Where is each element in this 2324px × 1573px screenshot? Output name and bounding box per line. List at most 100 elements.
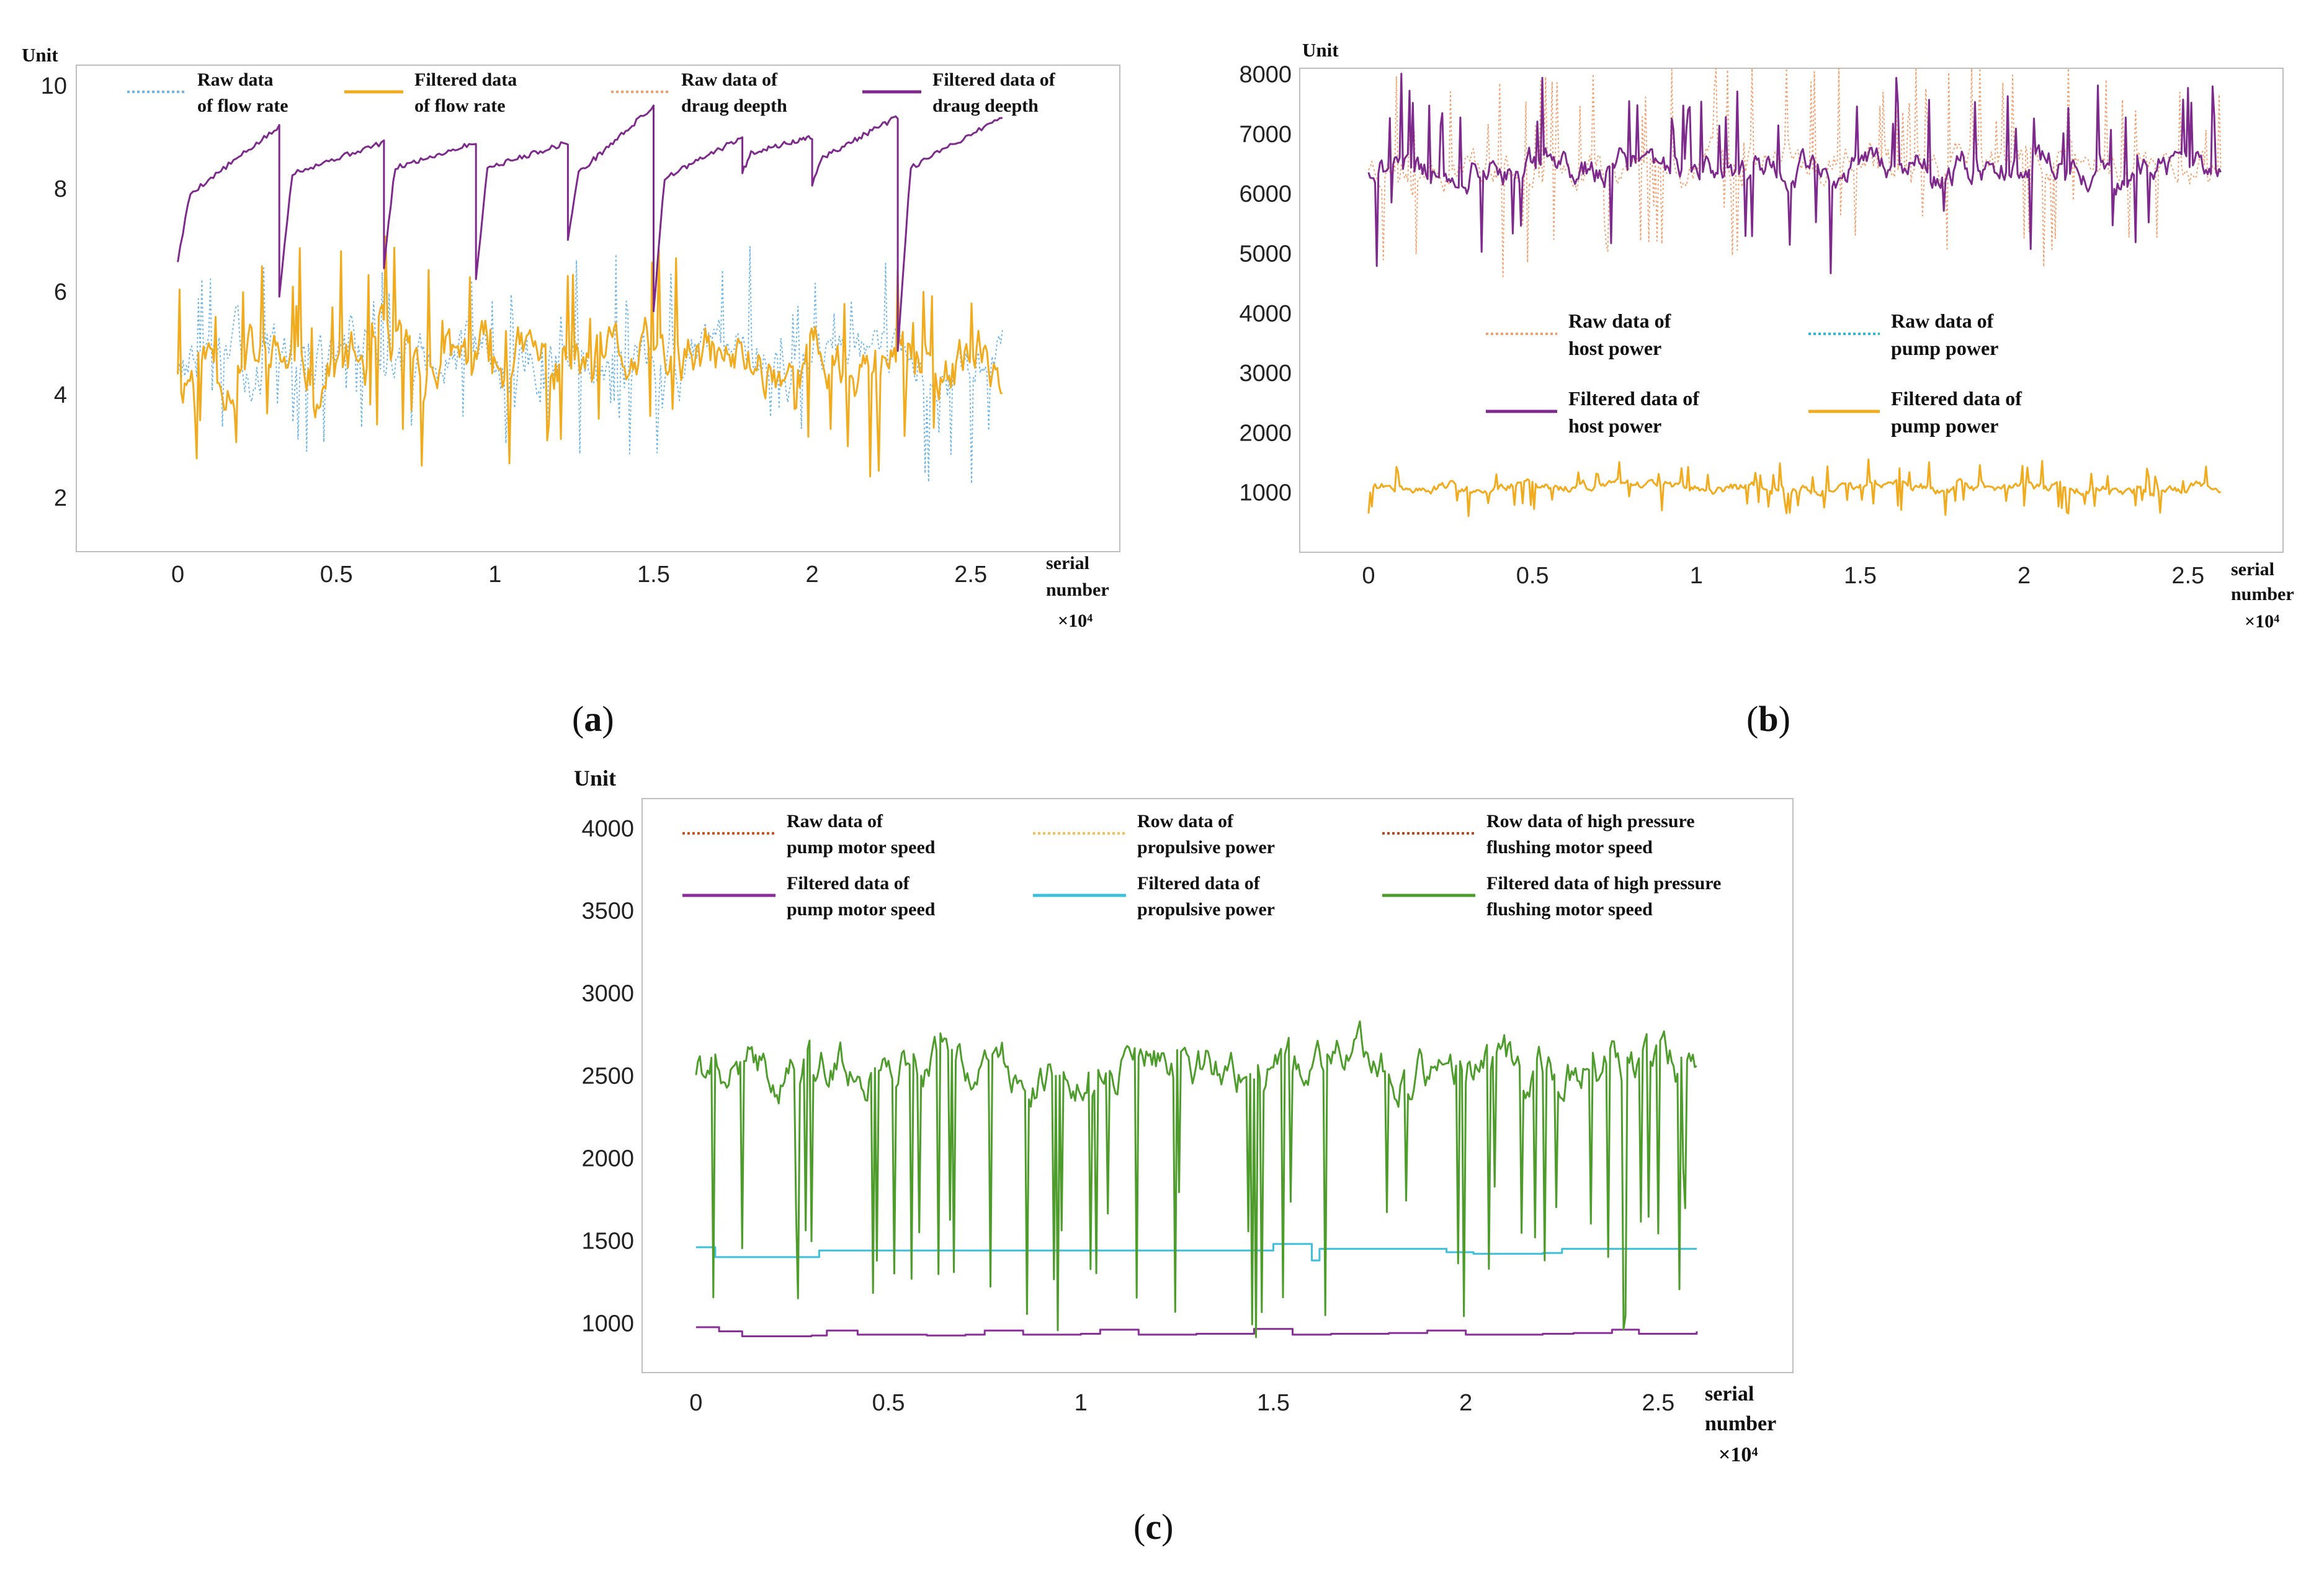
y-tick-label: 7000	[1239, 122, 1292, 148]
legend-label: of flow rate	[414, 96, 506, 116]
legend-item: Raw data of host power	[1486, 310, 1671, 359]
legend-label: Row data of	[1137, 811, 1234, 831]
x-axis-label-line1: serial	[1705, 1383, 1754, 1405]
panel-b: Unit Raw data of host power Raw data of pum…	[1239, 39, 2294, 739]
legend-item: Filtered data of draug deepth	[862, 69, 1056, 116]
plot-frame	[76, 65, 1120, 552]
legend-label: Raw data	[197, 69, 274, 90]
legend-label: flushing motor speed	[1486, 899, 1653, 920]
legend-label: of flow rate	[197, 96, 288, 116]
legend: Raw data of host power Raw data of pump pow…	[1486, 310, 2022, 437]
legend-label: pump motor speed	[787, 899, 936, 920]
series-line-filtered-data-of-propulsive-power	[695, 1243, 1697, 1262]
legend-label: Filtered data of	[1568, 387, 1699, 410]
x-tick-label: 2.5	[2171, 563, 2204, 589]
y-tick-label: 4	[54, 382, 67, 408]
legend-label: Raw data of	[681, 69, 778, 90]
x-tick-label: 1	[1075, 1390, 1088, 1416]
caption-letter: c	[1145, 1507, 1161, 1547]
y-tick-label: 2000	[1239, 420, 1292, 446]
legend-label: pump power	[1891, 415, 1998, 437]
x-tick-label: 1.5	[1844, 563, 1877, 589]
caption-c: (c)	[1133, 1507, 1173, 1547]
series-line-filtered-data-of-pump-motor-speed	[695, 1326, 1698, 1337]
legend-label: flushing motor speed	[1486, 837, 1653, 858]
legend-item: Row data of propulsive power	[1033, 811, 1275, 858]
y-tick-label: 8000	[1239, 62, 1292, 88]
legend-item: Filtered data of high pressure flushing m…	[1382, 873, 1721, 920]
series-line-filtered-data-of-draug-deepth	[177, 104, 1003, 352]
x-tick-label: 2.5	[954, 562, 987, 588]
legend-label: Raw data of	[787, 811, 883, 831]
legend-label: Raw data of	[1891, 310, 1994, 332]
x-tick-label: 2.5	[1642, 1390, 1674, 1416]
caption-letter: a	[584, 699, 602, 739]
y-tick-label: 2500	[581, 1064, 634, 1090]
legend-label: propulsive power	[1137, 899, 1275, 920]
legend-label: draug deepth	[681, 96, 787, 116]
y-axis-label: Unit	[574, 766, 616, 791]
legend-item: Row data of high pressure flushing motor …	[1382, 811, 1695, 858]
legend-label: pump power	[1891, 337, 1998, 359]
x-tick-label: 0.5	[320, 562, 353, 588]
series-line-raw-data-of-host-power	[1368, 68, 2222, 277]
series-marks	[695, 1020, 1698, 1338]
x-multiplier: ×10⁴	[2245, 611, 2279, 632]
legend-item: Raw data of draug deepth	[611, 69, 787, 116]
y-tick-label: 2	[54, 485, 67, 511]
x-tick-label: 0.5	[872, 1390, 905, 1416]
y-tick-label: 5000	[1239, 241, 1292, 267]
legend-label: Filtered data of	[1891, 387, 2022, 410]
series-line-filtered-data-of-host-power	[1367, 73, 2222, 274]
legend-item: Filtered data of host power	[1486, 387, 1699, 437]
legend: Raw data of pump motor speed Row data of pr…	[682, 811, 1721, 920]
legend-label: Filtered data	[414, 69, 517, 90]
x-tick-label: 2	[1459, 1390, 1472, 1416]
legend-item: Filtered data of propulsive power	[1033, 873, 1275, 920]
series-line-raw-data-of-flow-rate	[177, 245, 1003, 485]
panel-c: Unit Raw data of pump motor speed Row data…	[574, 766, 1794, 1547]
panel-a: Unit Raw data of flow rate Filtered data of…	[22, 44, 1120, 739]
legend-item: Filtered data of pump motor speed	[682, 873, 936, 920]
legend-label: host power	[1568, 337, 1661, 359]
y-tick-label: 1000	[1239, 480, 1292, 506]
y-tick-label: 6	[54, 279, 67, 305]
legend-label: Raw data of	[1568, 310, 1671, 332]
legend-label: Filtered data of	[932, 69, 1056, 90]
y-tick-label: 1000	[581, 1311, 634, 1337]
plot-frame	[641, 798, 1794, 1373]
legend-label: pump motor speed	[787, 837, 936, 858]
caption-a: (a)	[572, 699, 614, 739]
caption-b: (b)	[1746, 699, 1790, 739]
legend-item: Filtered data of pump power	[1808, 387, 2022, 437]
y-tick-label: 3000	[1239, 361, 1292, 387]
x-tick-label: 2	[2018, 563, 2031, 589]
caption-letter: b	[1758, 699, 1778, 739]
x-tick-label: 0	[1362, 563, 1375, 589]
y-tick-label: 4000	[1239, 301, 1292, 327]
y-tick-label: 3500	[581, 899, 634, 925]
series-line-filtered-data-of-pump-power	[1367, 458, 2222, 518]
y-tick-label: 1500	[581, 1228, 634, 1254]
x-tick-label: 1	[488, 562, 501, 588]
legend: Raw data of flow rate Filtered data of flow…	[127, 69, 1056, 116]
y-tick-label: 8	[54, 176, 67, 202]
x-multiplier: ×10⁴	[1718, 1443, 1758, 1466]
y-axis-label: Unit	[22, 44, 58, 66]
x-tick-label: 0.5	[1516, 563, 1549, 589]
x-axis-label-line2: number	[1705, 1412, 1776, 1435]
legend-item: Raw data of pump power	[1808, 310, 1998, 359]
x-tick-label: 0	[171, 562, 184, 588]
series-marks	[1367, 68, 2222, 518]
legend-label: propulsive power	[1137, 837, 1275, 858]
legend-item: Raw data of flow rate	[127, 69, 288, 116]
series-marks	[177, 104, 1003, 485]
legend-label: host power	[1568, 415, 1661, 437]
x-multiplier: ×10⁴	[1058, 611, 1093, 631]
x-tick-label: 2	[806, 562, 819, 588]
x-axis-label-line2: number	[1046, 580, 1109, 600]
legend-label: Filtered data of	[787, 873, 910, 894]
legend-label: draug deepth	[932, 96, 1039, 116]
legend-label: Filtered data of	[1137, 873, 1261, 894]
